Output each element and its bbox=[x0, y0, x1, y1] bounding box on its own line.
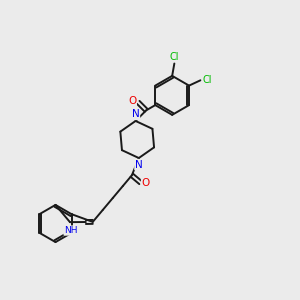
Text: Cl: Cl bbox=[169, 52, 179, 61]
Text: N: N bbox=[135, 160, 143, 170]
Text: Cl: Cl bbox=[202, 75, 212, 85]
Text: NH: NH bbox=[64, 226, 78, 235]
Text: N: N bbox=[132, 110, 140, 119]
Text: O: O bbox=[142, 178, 150, 188]
Text: O: O bbox=[128, 96, 136, 106]
